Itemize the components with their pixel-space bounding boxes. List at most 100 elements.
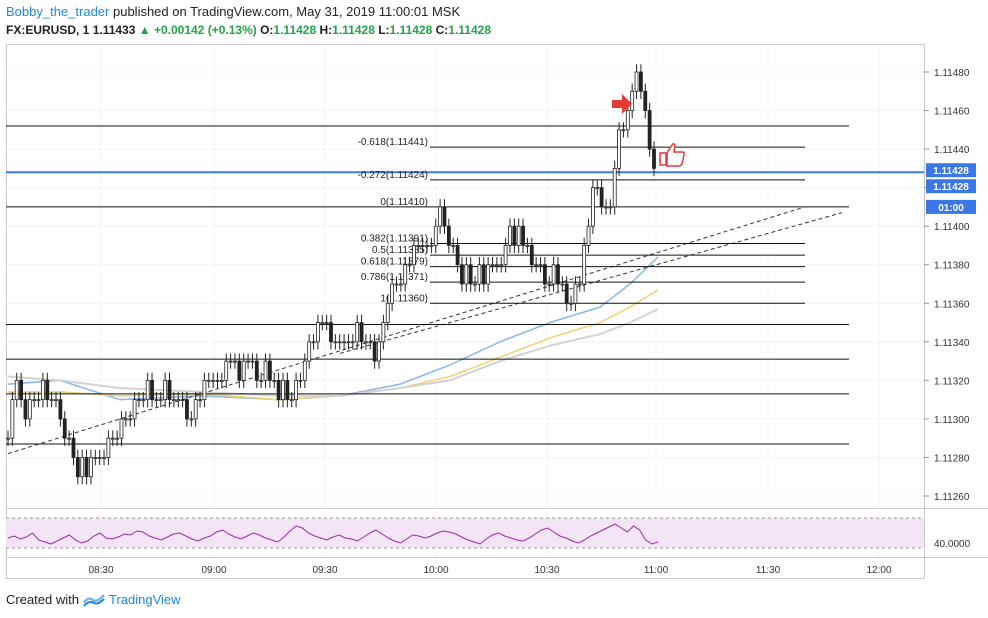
candle <box>167 372 172 408</box>
candle <box>41 372 45 408</box>
grid-lines <box>6 45 924 557</box>
candle <box>123 411 128 427</box>
candle-body <box>599 187 604 208</box>
candle-body <box>215 379 220 382</box>
candle <box>446 218 451 254</box>
thumbs-up-icon <box>659 142 685 167</box>
candle-body <box>320 322 325 324</box>
candle <box>433 218 438 254</box>
candle <box>604 199 608 215</box>
candle-body <box>193 399 198 420</box>
candle-body <box>263 360 268 381</box>
candle <box>89 449 93 485</box>
candle-body <box>45 379 50 401</box>
candle-body <box>625 110 630 131</box>
close-label: C: <box>435 23 449 37</box>
low-label: L: <box>378 23 390 37</box>
candle-body <box>621 129 626 132</box>
candle <box>407 257 412 273</box>
tradingview-brand[interactable]: TradingView <box>108 592 181 607</box>
candle-body <box>137 399 141 402</box>
candle-body <box>324 322 329 324</box>
candle <box>477 257 482 292</box>
candle-body <box>176 399 181 402</box>
candle-body <box>512 225 517 246</box>
candle-body <box>84 457 89 478</box>
candle <box>62 411 67 446</box>
candle <box>67 430 72 446</box>
y-tick-label: 1.11320 <box>934 376 970 387</box>
candle-body <box>128 418 133 421</box>
candle-body <box>298 379 303 382</box>
candle <box>285 372 290 408</box>
candle <box>228 353 233 369</box>
tradingview-logo-icon[interactable] <box>82 593 105 607</box>
candle <box>455 237 460 273</box>
candle <box>355 314 360 350</box>
candle <box>324 314 329 331</box>
candle <box>224 353 229 389</box>
candle <box>556 257 560 292</box>
candle-body <box>490 264 495 267</box>
candle <box>350 334 355 350</box>
candle-body <box>342 341 346 344</box>
candle <box>71 430 76 466</box>
candle <box>176 391 181 408</box>
candle <box>202 372 207 408</box>
candle-body <box>390 283 395 304</box>
candle <box>473 276 477 292</box>
candle <box>429 237 434 254</box>
candle <box>54 391 58 408</box>
price-tag-bg <box>926 199 976 214</box>
candle-body <box>145 379 150 401</box>
x-tick-label: 10:00 <box>423 565 448 576</box>
candle <box>259 372 264 389</box>
price-tag-label: 1.11428 <box>933 166 969 177</box>
symbol-info: FX:EURUSD, 1 <box>6 23 90 37</box>
candle <box>372 334 377 369</box>
candle <box>499 257 504 273</box>
y-tick-label: 1.11480 <box>934 68 970 79</box>
candle-body <box>569 302 573 305</box>
candle <box>569 295 573 311</box>
candle <box>171 391 176 408</box>
candle <box>246 353 250 369</box>
candle <box>639 64 643 99</box>
y-tick-label: 1.11440 <box>934 145 970 156</box>
candle-body <box>259 379 264 382</box>
candle <box>84 449 89 485</box>
candle-body <box>442 206 447 227</box>
open-value: 1.11428 <box>273 23 317 37</box>
candle-body <box>446 225 451 246</box>
candle-body <box>102 457 106 459</box>
candle-body <box>58 399 63 420</box>
candle-body <box>10 399 15 439</box>
candle-body <box>32 399 37 402</box>
candle-body <box>294 379 298 401</box>
fibonacci-retracement: -0.618(1.11441) -0.272(1.11424) 0(1.11410)… <box>6 137 849 304</box>
candle <box>80 449 85 485</box>
high-value: 1.11428 <box>332 23 375 37</box>
trendline <box>7 206 806 455</box>
x-tick-label: 10:30 <box>534 565 559 576</box>
candle-body <box>62 418 67 439</box>
candle <box>211 372 216 389</box>
candle-body <box>346 341 351 344</box>
candle-body <box>189 418 194 421</box>
candle <box>6 430 10 446</box>
price-tags: 1.11428 1.11428 01:00 <box>926 163 976 214</box>
candle-body <box>407 264 412 267</box>
candle-body <box>163 379 168 401</box>
price-tag-label: 01:00 <box>938 203 964 214</box>
candle-body <box>564 283 569 304</box>
author-name[interactable]: Bobby_the_trader <box>6 4 110 19</box>
candle-body <box>617 129 621 169</box>
candle <box>621 122 626 138</box>
candle-body <box>75 457 80 478</box>
candle <box>398 276 403 292</box>
candle-body <box>307 341 312 362</box>
candle <box>617 122 621 177</box>
candle <box>590 179 595 234</box>
candle <box>281 372 285 408</box>
